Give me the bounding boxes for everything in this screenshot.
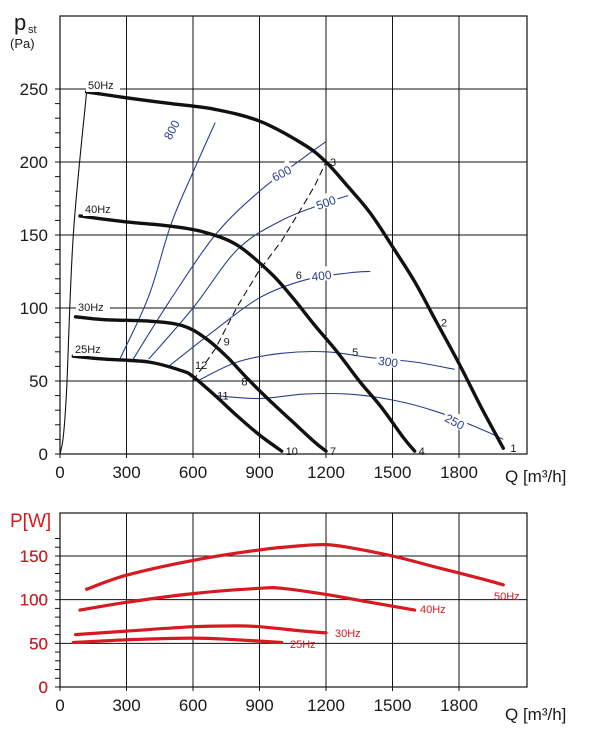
point-label-10: 10 xyxy=(286,446,298,458)
efficiency-label-bg xyxy=(158,115,182,143)
pressure-axis-unit: (Pa) xyxy=(10,36,35,51)
point-label-11: 11 xyxy=(217,390,228,402)
power-series-label: 50Hz xyxy=(494,591,520,603)
x-tick-label: 0 xyxy=(55,696,64,715)
series-label-bg xyxy=(83,203,117,216)
x-tick-label: 1200 xyxy=(307,696,345,715)
efficiency-line xyxy=(132,141,327,360)
point-label-12: 12 xyxy=(195,360,207,372)
power-series-label: 40Hz xyxy=(420,604,446,616)
y-tick-label: 50 xyxy=(29,634,48,653)
efficiency-label-bg xyxy=(308,265,335,283)
efficiency-line xyxy=(197,350,455,382)
power-curve xyxy=(71,636,284,645)
y-tick-label: 100 xyxy=(20,299,48,318)
y-tick-label: 200 xyxy=(20,153,48,172)
efficiency-label-bg xyxy=(266,160,295,184)
series-label: 40Hz xyxy=(85,204,111,216)
efficiency-label-bg xyxy=(441,408,470,432)
point-label-7: 7 xyxy=(330,446,336,458)
efficiency-label: 400 xyxy=(311,268,333,284)
efficiency-label: 500 xyxy=(314,193,338,213)
point-label-4: 4 xyxy=(419,446,425,458)
pressure-chart: p st (Pa) Q [m³/h] xyxy=(10,10,566,486)
series-label-bg xyxy=(76,301,110,314)
point-label-8: 8 xyxy=(241,377,247,389)
power-chart: P[W] Q [m³/h] xyxy=(10,511,566,724)
power-curve xyxy=(85,542,505,591)
efficiency-label: 300 xyxy=(377,354,399,371)
x-tick-label: 1500 xyxy=(374,463,412,482)
y-tick-label: 0 xyxy=(39,678,48,697)
point-label-3: 3 xyxy=(330,157,336,169)
series-label: 30Hz xyxy=(78,302,104,314)
pressure-axis-label: p xyxy=(14,10,26,35)
power-axis-label: P[W] xyxy=(10,511,51,532)
y-tick-label: 250 xyxy=(20,80,48,99)
fan-curve xyxy=(73,315,328,453)
fan-curve xyxy=(78,214,417,453)
fan-curve xyxy=(84,90,505,450)
y-tick-label: 150 xyxy=(20,547,48,566)
power-curve xyxy=(78,585,417,612)
system-curve xyxy=(59,91,88,455)
x-tick-label: 1200 xyxy=(307,463,345,482)
power-series-label: 25Hz xyxy=(290,639,316,651)
flow-axis-label-top: Q [m³/h] xyxy=(505,467,566,486)
efficiency-line xyxy=(168,270,371,367)
power-curves: 50Hz 40Hz 30Hz 25Hz xyxy=(71,542,520,651)
x-tick-label: 1800 xyxy=(440,696,478,715)
series-label-bg xyxy=(86,79,120,92)
y-tick-label: 100 xyxy=(20,591,48,610)
flow-axis-label-bottom: Q [m³/h] xyxy=(505,705,566,724)
x-tick-label: 300 xyxy=(112,463,140,482)
point-label-2: 2 xyxy=(441,318,447,330)
x-tick-label: 900 xyxy=(245,696,273,715)
x-tick-label: 900 xyxy=(245,463,273,482)
efficiency-label-bg xyxy=(375,351,402,369)
max-efficiency-dashed-line xyxy=(192,161,327,382)
fan-curve xyxy=(71,354,284,453)
point-label-6: 6 xyxy=(296,270,302,282)
y-tick-label: 0 xyxy=(39,445,48,464)
x-tick-label: 600 xyxy=(179,696,207,715)
x-tick-label: 1500 xyxy=(374,696,412,715)
point-label-9: 9 xyxy=(224,337,230,349)
x-tick-label: 0 xyxy=(55,463,64,482)
y-tick-label: 0 xyxy=(39,678,48,697)
x-tick-label: 600 xyxy=(179,463,207,482)
y-tick-label: 150 xyxy=(20,226,48,245)
series-label: 25Hz xyxy=(75,344,101,356)
series-label-bg xyxy=(73,343,107,356)
x-tick-label: 1800 xyxy=(440,463,478,482)
x-tick-label: 300 xyxy=(112,696,140,715)
power-curve xyxy=(73,624,328,637)
y-tick-label: 50 xyxy=(29,372,48,391)
point-label-5: 5 xyxy=(352,347,358,359)
pressure-axis-subscript: st xyxy=(28,24,37,36)
series-label: 50Hz xyxy=(88,80,114,92)
point-label-1: 1 xyxy=(510,443,516,455)
y-tick-label: 50 xyxy=(29,634,48,653)
fan-curves: 50Hz 40Hz 30Hz 25Hz xyxy=(71,79,505,453)
power-series-label: 30Hz xyxy=(335,628,361,640)
y-tick-label: 100 xyxy=(20,591,48,610)
y-tick-label: 150 xyxy=(20,547,48,566)
efficiency-label-bg xyxy=(311,190,339,212)
